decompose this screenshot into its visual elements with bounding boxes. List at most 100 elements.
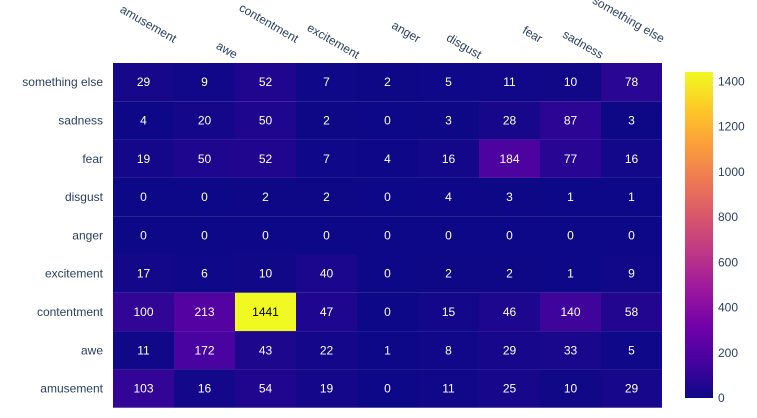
y-tick-label-contentment: contentment — [37, 305, 104, 319]
heatmap-cell — [174, 139, 235, 178]
heatmap-cell — [235, 139, 296, 178]
heatmap-cell-label: 11 — [442, 382, 455, 396]
heatmap-cell — [418, 101, 479, 140]
colorbar-tick-label: 0 — [718, 391, 725, 405]
heatmap-cell — [540, 101, 601, 140]
heatmap-cell — [113, 216, 174, 255]
heatmap-cell-label: 22 — [320, 343, 334, 357]
heatmap-cell — [479, 101, 540, 140]
heatmap-cell-label: 29 — [503, 343, 517, 357]
heatmap-cell — [235, 369, 296, 408]
heatmap-cell — [174, 177, 235, 217]
heatmap-cell-label: 6 — [201, 267, 208, 281]
x-tick-label-anger: anger — [389, 18, 423, 45]
y-axis-labels: something else sadness fear disgust anger exc… — [22, 75, 103, 395]
heatmap-cell-label: 58 — [625, 305, 639, 319]
colorbar-gradient — [685, 72, 713, 398]
heatmap-cell-label: 0 — [567, 228, 574, 242]
x-tick-label-disgust: disgust — [444, 30, 485, 61]
heatmap-cell-label: 184 — [499, 152, 519, 166]
x-tick-label-sadness: sadness — [560, 27, 606, 61]
heatmap-cell — [235, 216, 296, 255]
heatmap-cell-label: 0 — [506, 228, 513, 242]
heatmap-cell-label: 0 — [384, 113, 391, 127]
heatmap-cells: 29 9 52 7 2 5 11 10 784 20 50 2 0 3 28 87 319 50 52 7 4 16 184… — [113, 63, 662, 408]
heatmap-cell-label: 15 — [442, 305, 456, 319]
heatmap-cell-label: 11 — [503, 75, 516, 89]
colorbar-tick-labels: 0 200 400 600 800 1000 1200 1400 — [718, 74, 745, 405]
heatmap-cell-label: 40 — [320, 267, 334, 281]
heatmap-cell — [357, 369, 418, 408]
heatmap-cell-label: 2 — [262, 190, 269, 204]
heatmap-cell — [601, 63, 662, 102]
heatmap-cell-label: 78 — [625, 75, 639, 89]
heatmap-cell — [479, 139, 540, 178]
heatmap-cell-label: 28 — [503, 113, 517, 127]
heatmap-cell-label: 0 — [323, 228, 330, 242]
heatmap-cell — [357, 139, 418, 178]
heatmap-cell — [113, 254, 174, 293]
heatmap-cell — [235, 101, 296, 140]
heatmap-cell-label: 50 — [198, 152, 212, 166]
heatmap-cell-label: 46 — [503, 305, 517, 319]
heatmap-cell-label: 54 — [259, 382, 273, 396]
heatmap-cell — [296, 254, 357, 293]
heatmap-cell-label: 20 — [198, 113, 212, 127]
heatmap-cell-label: 0 — [140, 190, 147, 204]
heatmap-cell — [174, 331, 235, 370]
heatmap-cell-label: 1 — [384, 343, 391, 357]
heatmap-cell-label: 9 — [201, 75, 208, 89]
heatmap-cell — [418, 292, 479, 332]
heatmap-cell — [601, 292, 662, 332]
heatmap-cell-label: 1 — [567, 190, 574, 204]
y-tick-label-awe: awe — [81, 343, 103, 357]
heatmap-cell — [418, 331, 479, 370]
heatmap-cell — [296, 63, 357, 102]
heatmap-cell-label: 1 — [628, 190, 635, 204]
y-tick-label-excitement: excitement — [45, 267, 104, 281]
heatmap-cell — [113, 101, 174, 140]
y-tick-label-amusement: amusement — [40, 382, 103, 396]
x-tick-label-excitement: excitement — [305, 20, 363, 61]
colorbar-tick-label: 400 — [718, 301, 738, 315]
heatmap-cell — [540, 369, 601, 408]
heatmap-cell — [296, 101, 357, 140]
heatmap-cell — [113, 63, 174, 102]
heatmap-cell — [296, 292, 357, 332]
heatmap-cell-label: 0 — [445, 228, 452, 242]
colorbar-tick-label: 200 — [718, 346, 738, 360]
heatmap-cell-label: 3 — [628, 113, 635, 127]
heatmap-cell-label: 3 — [445, 113, 452, 127]
heatmap-cell — [113, 177, 174, 217]
heatmap-cell-label: 52 — [259, 152, 273, 166]
heatmap-cell — [418, 139, 479, 178]
heatmap-cell-label: 2 — [323, 113, 330, 127]
heatmap-cell-label: 47 — [320, 305, 334, 319]
colorbar-tick-label: 600 — [718, 255, 738, 269]
x-tick-label-something-else: something else — [590, 0, 667, 46]
heatmap-cell — [540, 63, 601, 102]
heatmap-cell — [540, 331, 601, 370]
heatmap-cell — [540, 292, 601, 332]
heatmap-cell — [174, 254, 235, 293]
heatmap-cell-label: 2 — [445, 267, 452, 281]
y-tick-label-anger: anger — [72, 228, 103, 242]
x-tick-label-fear: fear — [520, 23, 545, 45]
heatmap-cell-label: 43 — [259, 343, 273, 357]
heatmap-cell-label: 4 — [445, 190, 452, 204]
heatmap-cell — [296, 369, 357, 408]
heatmap-cell — [418, 177, 479, 217]
heatmap-cell — [601, 139, 662, 178]
heatmap-cell — [357, 63, 418, 102]
heatmap-cell — [479, 63, 540, 102]
heatmap-cell — [479, 331, 540, 370]
y-tick-label-fear: fear — [82, 152, 103, 166]
heatmap-cell-label: 0 — [140, 228, 147, 242]
heatmap-cell-label: 5 — [628, 343, 635, 357]
heatmap-cell-label: 1 — [567, 267, 574, 281]
heatmap-cell-label: 0 — [384, 267, 391, 281]
heatmap-cell-label: 1441 — [252, 305, 279, 319]
heatmap-cell-label: 103 — [133, 382, 153, 396]
